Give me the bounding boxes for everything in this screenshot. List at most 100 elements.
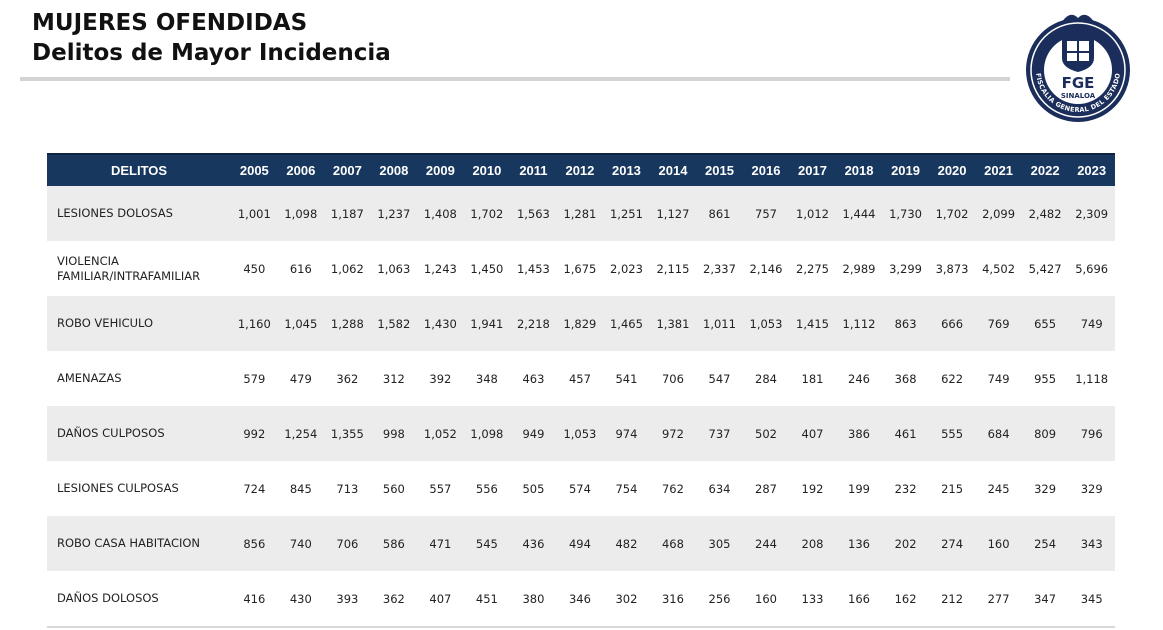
table-cell: 162 — [882, 571, 929, 626]
table-cell: 246 — [835, 351, 883, 406]
title-block: MUJERES OFENDIDAS Delitos de Mayor Incid… — [32, 8, 391, 68]
table-cell: 737 — [696, 406, 743, 461]
table-cell: 1,053 — [742, 296, 790, 351]
table-cell: 666 — [928, 296, 976, 351]
table-cell: 1,408 — [417, 186, 464, 241]
column-header-year: 2010 — [463, 153, 511, 186]
table-cell: 457 — [556, 351, 604, 406]
table-cell: 347 — [1021, 571, 1069, 626]
table-cell: 1,243 — [417, 241, 464, 296]
column-header-year: 2022 — [1021, 153, 1069, 186]
table-row: ROBO VEHICULO 1,160 1,045 1,288 1,582 1,430 1,… — [47, 296, 1115, 351]
table-cell: 2,275 — [789, 241, 836, 296]
table-cell: 1,251 — [603, 186, 650, 241]
table-cell: 998 — [370, 406, 418, 461]
table-cell: 1,702 — [463, 186, 511, 241]
table-cell: 1,098 — [463, 406, 511, 461]
row-label: ROBO CASA HABITACION — [47, 516, 232, 571]
table-cell: 1,453 — [510, 241, 557, 296]
table-cell: 757 — [742, 186, 790, 241]
table-body: LESIONES DOLOSAS 1,001 1,098 1,187 1,237 1,40… — [47, 186, 1115, 626]
table-cell: 5,696 — [1068, 241, 1115, 296]
table-cell: 416 — [231, 571, 278, 626]
table-cell: 160 — [742, 571, 790, 626]
table-cell: 557 — [417, 461, 464, 516]
table-cell: 407 — [789, 406, 836, 461]
table-cell: 754 — [603, 461, 650, 516]
table-cell: 1,730 — [882, 186, 929, 241]
column-header-year: 2020 — [928, 153, 976, 186]
table-cell: 856 — [231, 516, 278, 571]
table-cell: 1,829 — [556, 296, 604, 351]
table-cell: 2,218 — [510, 296, 557, 351]
table-cell: 199 — [835, 461, 883, 516]
crimes-table: DELITOS 2005 2006 2007 2008 2009 2010 2011 2012 2… — [47, 153, 1115, 626]
logo-subtext: SINALOA — [1061, 92, 1096, 100]
crimes-table-wrapper: DELITOS 2005 2006 2007 2008 2009 2010 2011 2012 2… — [47, 153, 1115, 626]
column-header-year: 2018 — [835, 153, 883, 186]
table-row: ROBO CASA HABITACION 856 740 706 586 471 545 43… — [47, 516, 1115, 571]
table-cell: 274 — [928, 516, 976, 571]
table-cell: 5,427 — [1021, 241, 1069, 296]
table-cell: 316 — [649, 571, 697, 626]
table-cell: 1,675 — [556, 241, 604, 296]
table-cell: 655 — [1021, 296, 1069, 351]
table-cell: 2,146 — [742, 241, 790, 296]
table-cell: 586 — [370, 516, 418, 571]
table-cell: 505 — [510, 461, 557, 516]
table-cell: 616 — [277, 241, 325, 296]
column-header-year: 2009 — [417, 153, 464, 186]
table-cell: 192 — [789, 461, 836, 516]
table-cell: 181 — [789, 351, 836, 406]
table-row: DAÑOS CULPOSOS 992 1,254 1,355 998 1,052 1,098… — [47, 406, 1115, 461]
table-cell: 1,563 — [510, 186, 557, 241]
table-cell: 1,045 — [277, 296, 325, 351]
table-cell: 845 — [277, 461, 325, 516]
table-cell: 2,099 — [975, 186, 1022, 241]
column-header-year: 2021 — [975, 153, 1022, 186]
table-cell: 1,254 — [277, 406, 325, 461]
page-subtitle: Delitos de Mayor Incidencia — [32, 40, 391, 66]
row-label: VIOLENCIA FAMILIAR/INTRAFAMILIAR — [47, 241, 232, 296]
column-header-year: 2014 — [649, 153, 697, 186]
row-label: LESIONES DOLOSAS — [47, 186, 232, 241]
bottom-divider — [47, 626, 1115, 628]
table-cell: 684 — [975, 406, 1022, 461]
table-cell: 2,115 — [649, 241, 697, 296]
table-cell: 1,112 — [835, 296, 883, 351]
table-cell: 133 — [789, 571, 836, 626]
table-cell: 343 — [1068, 516, 1115, 571]
table-cell: 215 — [928, 461, 976, 516]
row-label: ROBO VEHICULO — [47, 296, 232, 351]
table-cell: 393 — [324, 571, 371, 626]
table-cell: 861 — [696, 186, 743, 241]
table-cell: 494 — [556, 516, 604, 571]
column-header-year: 2011 — [510, 153, 557, 186]
table-cell: 1,187 — [324, 186, 371, 241]
table-cell: 706 — [324, 516, 371, 571]
table-cell: 2,023 — [603, 241, 650, 296]
table-cell: 284 — [742, 351, 790, 406]
table-cell: 479 — [277, 351, 325, 406]
table-cell: 706 — [649, 351, 697, 406]
table-cell: 713 — [324, 461, 371, 516]
table-cell: 1,355 — [324, 406, 371, 461]
table-cell: 1,582 — [370, 296, 418, 351]
table-cell: 1,011 — [696, 296, 743, 351]
row-label: DAÑOS DOLOSOS — [47, 571, 232, 626]
table-cell: 556 — [463, 461, 511, 516]
table-cell: 386 — [835, 406, 883, 461]
table-cell: 724 — [231, 461, 278, 516]
table-cell: 345 — [1068, 571, 1115, 626]
table-cell: 974 — [603, 406, 650, 461]
table-cell: 1,001 — [231, 186, 278, 241]
table-cell: 302 — [603, 571, 650, 626]
table-cell: 287 — [742, 461, 790, 516]
table-cell: 622 — [928, 351, 976, 406]
column-header-year: 2008 — [370, 153, 418, 186]
table-cell: 277 — [975, 571, 1022, 626]
column-header-year: 2023 — [1068, 153, 1115, 186]
table-cell: 1,381 — [649, 296, 697, 351]
table-cell: 329 — [1068, 461, 1115, 516]
table-cell: 407 — [417, 571, 464, 626]
